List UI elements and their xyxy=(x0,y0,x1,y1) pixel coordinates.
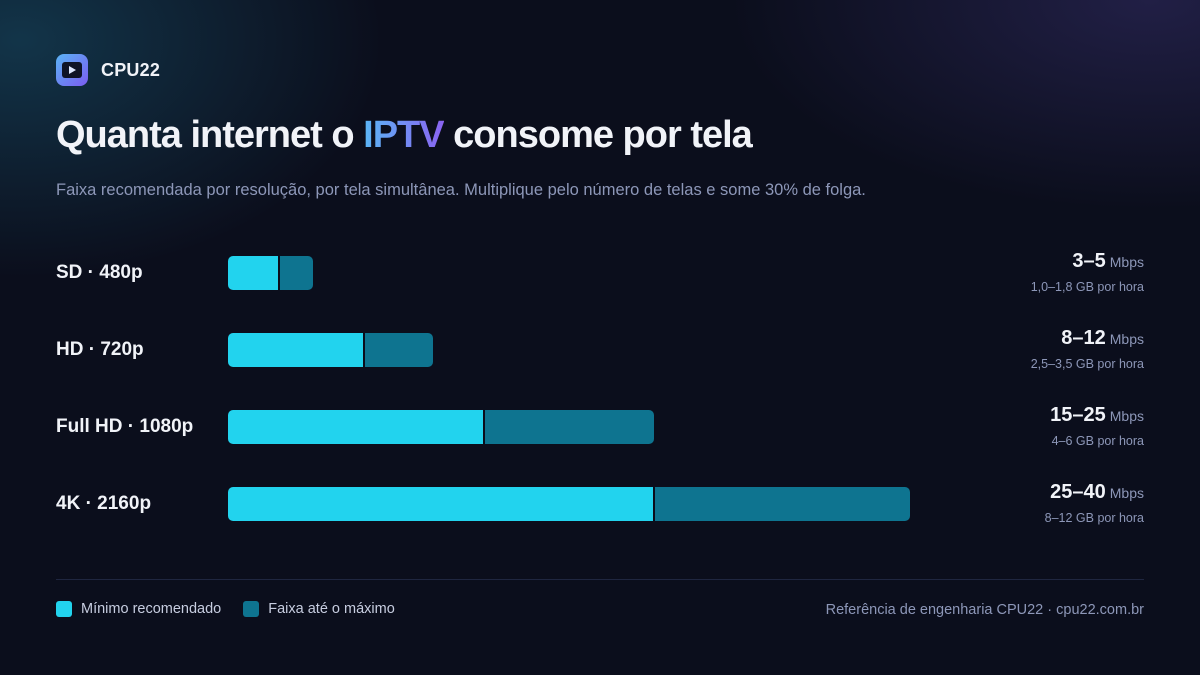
unit-label: Mbps xyxy=(1109,254,1144,270)
play-logo-icon xyxy=(56,54,88,86)
category-label: 4K · 2160p xyxy=(56,493,152,514)
legend-item-max: Faixa até o máximo xyxy=(243,601,395,617)
bar-min-segment xyxy=(228,410,484,444)
legend-item-min: Mínimo recomendado xyxy=(56,601,221,617)
per-hour-label: 8–12 GB por hora xyxy=(1044,511,1144,525)
footer-reference: Referência de engenharia CPU22 · cpu22.c… xyxy=(825,602,1144,618)
chart-row: SD · 480p 3–5 Mbps 1,0–1,8 GB por hora xyxy=(0,250,1200,300)
value-label: 8–12 Mbps 2,5–3,5 GB por hora xyxy=(1031,327,1144,371)
range-value: 25–40 xyxy=(1050,481,1106,503)
range-value: 8–12 xyxy=(1061,327,1106,349)
chart-row: Full HD · 1080p 15–25 Mbps 4–6 GB por hora xyxy=(0,404,1200,454)
chart-row: 4K · 2160p 25–40 Mbps 8–12 GB por hora xyxy=(0,481,1200,531)
range-value: 3–5 xyxy=(1072,250,1106,272)
bar-max-segment xyxy=(278,256,314,290)
brand-name: CPU22 xyxy=(101,59,161,80)
range-value: 15–25 xyxy=(1050,404,1106,426)
value-label: 25–40 Mbps 8–12 GB por hora xyxy=(1045,481,1144,525)
bar-min-segment xyxy=(228,256,280,290)
category-label: Full HD · 1080p xyxy=(56,416,194,437)
unit-label: Mbps xyxy=(1109,331,1144,347)
per-hour-label: 4–6 GB por hora xyxy=(1051,434,1144,448)
bar-max-segment xyxy=(482,410,655,444)
legend-swatch-min xyxy=(56,601,72,617)
bar-min-segment xyxy=(228,333,365,367)
chart-row: HD · 720p 8–12 Mbps 2,5–3,5 GB por hora xyxy=(0,327,1200,377)
per-hour-label: 1,0–1,8 GB por hora xyxy=(1030,280,1144,294)
title-highlight: IPTV xyxy=(363,114,444,156)
subtitle: Faixa recomendada por resolução, por tel… xyxy=(56,181,866,199)
bar-max-segment xyxy=(363,333,433,367)
legend-label-max: Faixa até o máximo xyxy=(268,601,395,617)
value-label: 3–5 Mbps 1,0–1,8 GB por hora xyxy=(1031,250,1144,294)
unit-label: Mbps xyxy=(1109,408,1144,424)
title-suffix: consome por tela xyxy=(443,114,753,156)
legend: Mínimo recomendado Faixa até o máximo xyxy=(56,601,395,617)
title-prefix: Quanta internet o xyxy=(56,114,364,156)
per-hour-label: 2,5–3,5 GB por hora xyxy=(1030,357,1144,371)
unit-label: Mbps xyxy=(1109,485,1144,501)
divider xyxy=(56,579,1144,580)
value-label: 15–25 Mbps 4–6 GB por hora xyxy=(1050,404,1144,448)
page-title: Quanta internet o IPTV consome por tela xyxy=(56,114,753,157)
bar-min-segment xyxy=(228,487,655,521)
legend-swatch-max xyxy=(243,601,260,617)
category-label: SD · 480p xyxy=(56,262,143,283)
legend-label-min: Mínimo recomendado xyxy=(81,601,222,617)
category-label: HD · 720p xyxy=(56,339,144,360)
brand: CPU22 xyxy=(56,54,160,86)
bar-max-segment xyxy=(653,487,910,521)
